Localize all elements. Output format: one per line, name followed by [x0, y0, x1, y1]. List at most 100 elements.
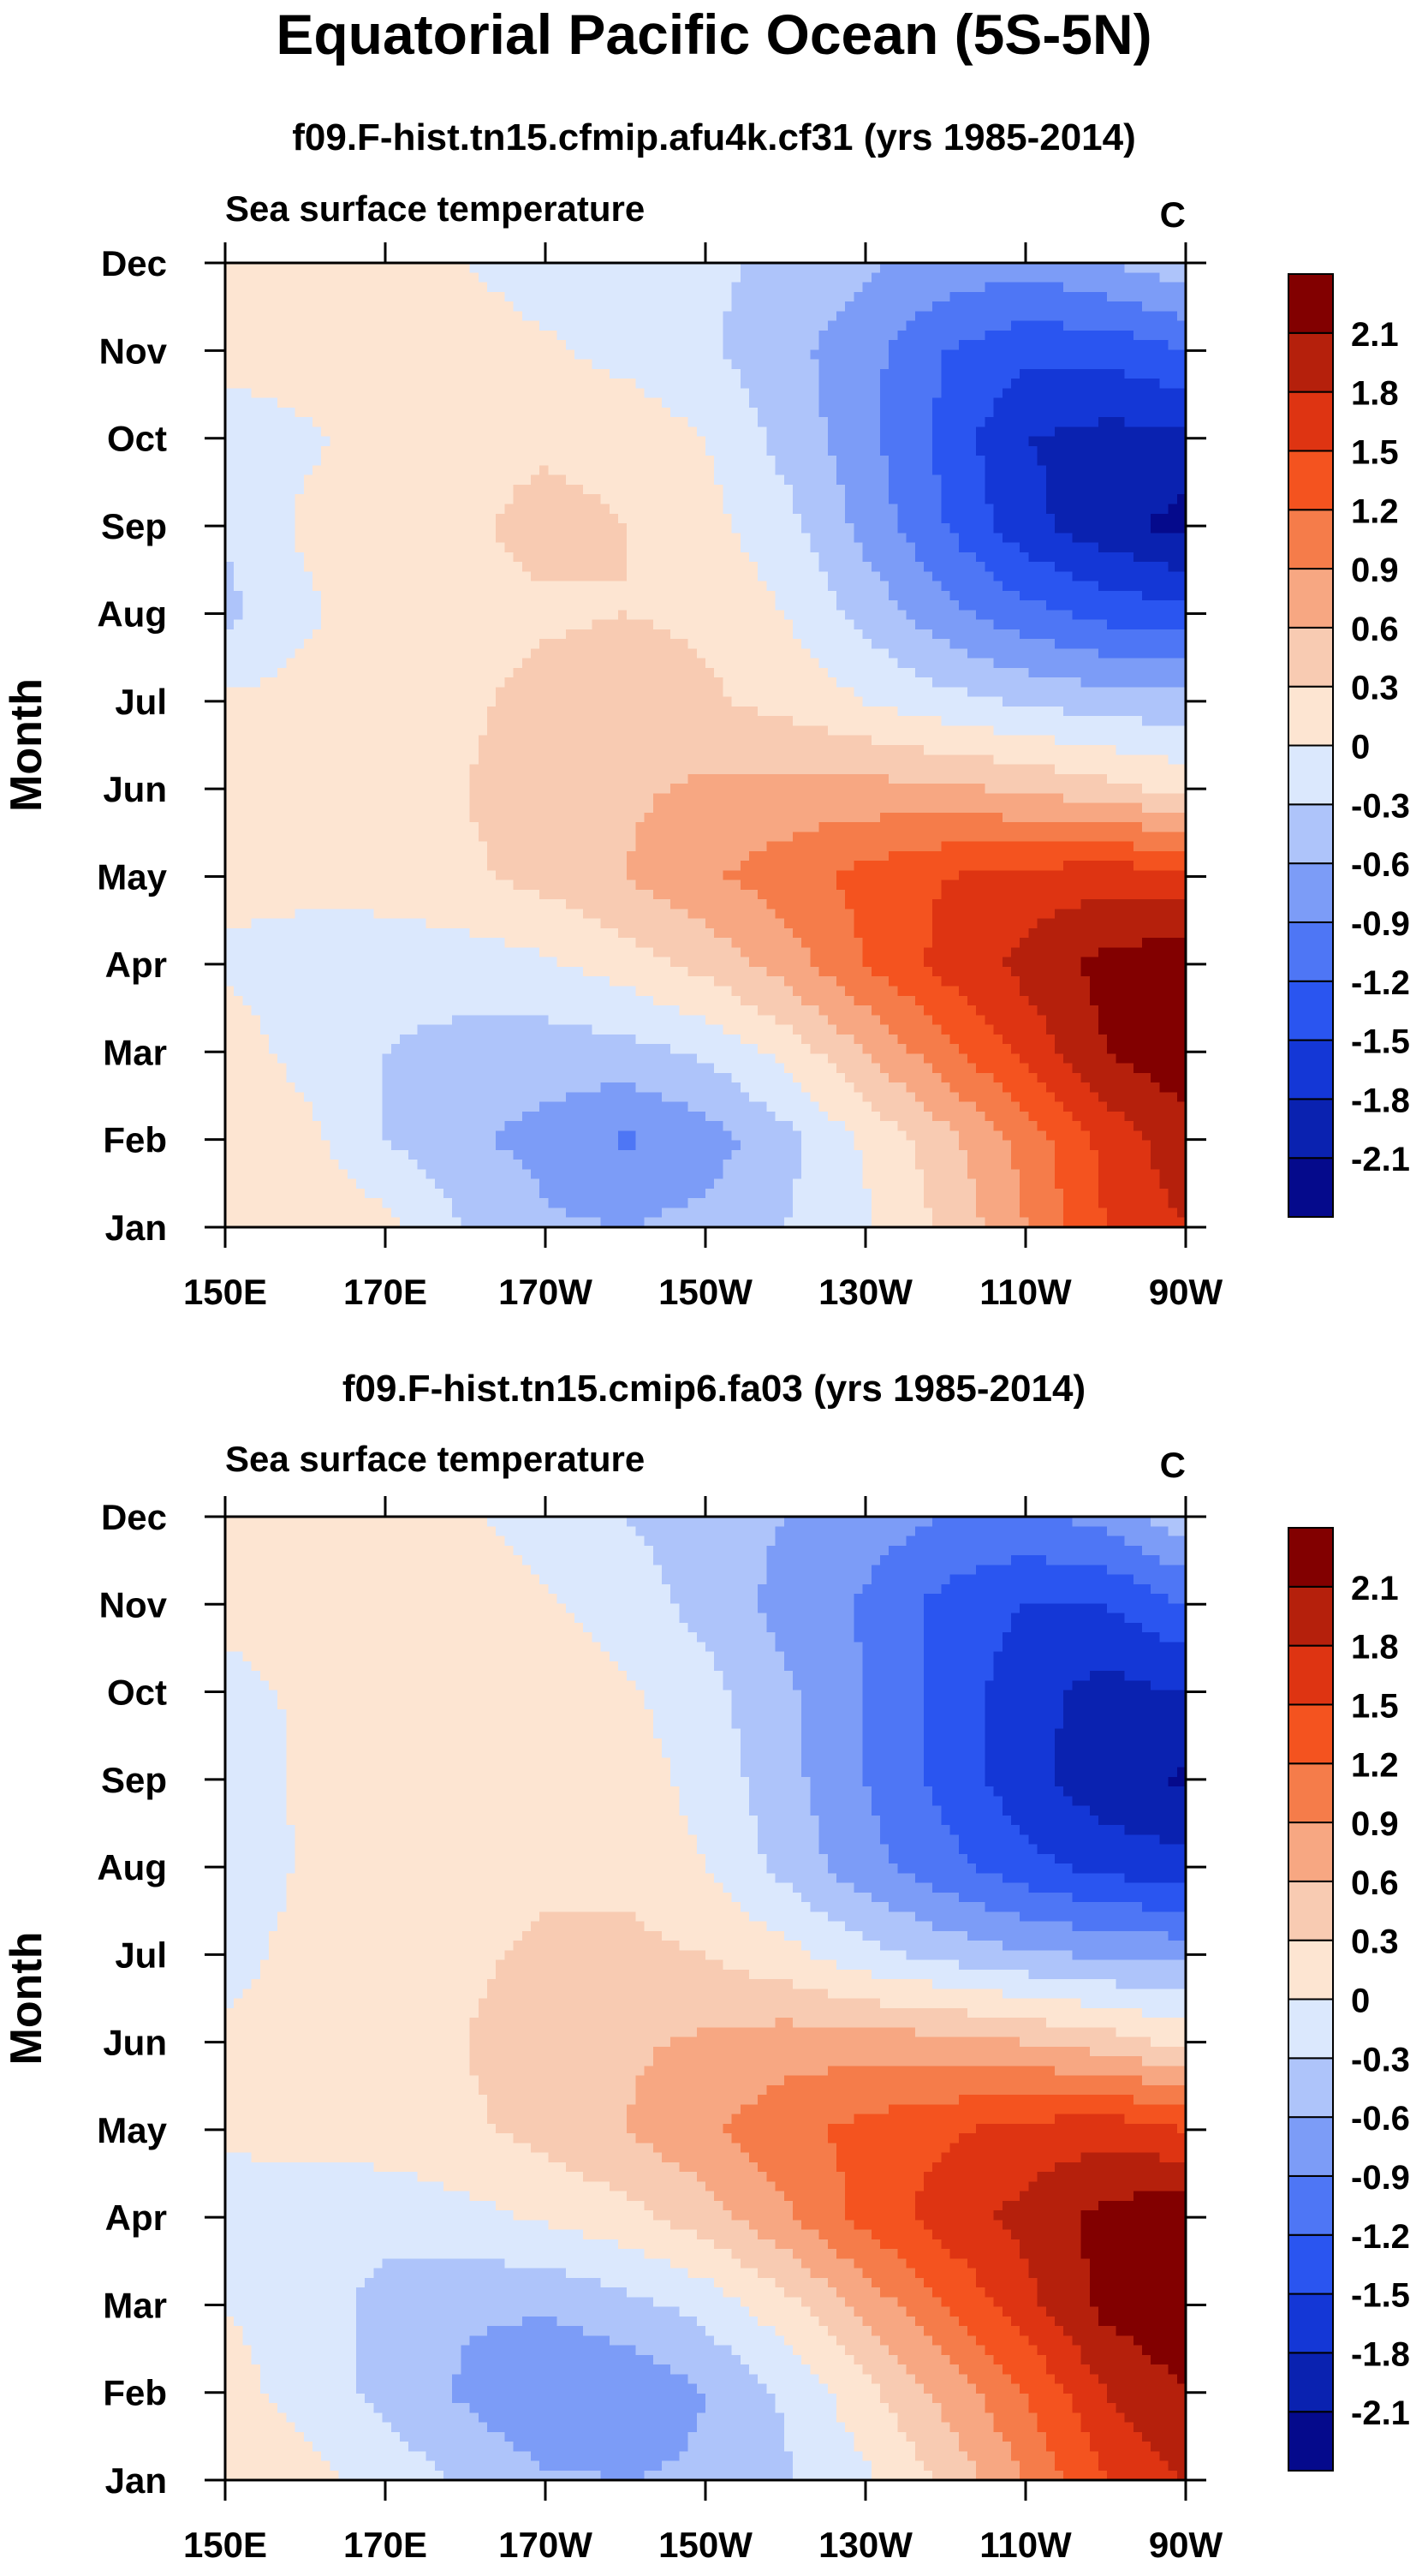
heatmap-cell: [949, 581, 960, 592]
heatmap-cell: [373, 291, 384, 302]
heatmap-cell: [277, 648, 287, 659]
heatmap-cell: [775, 379, 785, 389]
heatmap-cell: [1063, 388, 1073, 399]
heatmap-cell: [889, 562, 898, 572]
heatmap-cell: [897, 320, 907, 331]
heatmap-cell: [259, 513, 270, 524]
heatmap-cell: [696, 349, 706, 361]
heatmap-cell: [225, 445, 235, 456]
heatmap-cell: [365, 272, 374, 283]
heatmap-cell: [670, 291, 680, 302]
heatmap-cell: [600, 562, 610, 572]
heatmap-cell: [731, 523, 741, 534]
heatmap-cell: [801, 639, 811, 649]
heatmap-cell: [434, 263, 444, 273]
heatmap-cell: [1124, 388, 1134, 399]
heatmap-cell: [251, 590, 261, 601]
heatmap-cell: [531, 456, 540, 467]
heatmap-cell: [993, 397, 1003, 408]
heatmap-cell: [627, 629, 636, 640]
heatmap-cell: [862, 291, 872, 302]
heatmap-cell: [1045, 263, 1056, 273]
heatmap-cell: [662, 340, 671, 350]
heatmap-cell: [487, 677, 497, 689]
heatmap-cell: [242, 263, 253, 273]
heatmap-cell: [425, 379, 436, 389]
heatmap-cell: [338, 426, 348, 438]
heatmap-cell: [766, 562, 776, 572]
heatmap-cell: [949, 340, 960, 350]
heatmap-cell: [356, 667, 366, 678]
heatmap-cell: [452, 282, 461, 293]
heatmap-cell: [1011, 619, 1020, 630]
heatmap-cell: [382, 494, 392, 505]
heatmap-cell: [1098, 426, 1108, 438]
heatmap-cell: [618, 571, 628, 582]
heatmap-cell: [827, 658, 837, 669]
heatmap-cell: [862, 426, 872, 438]
heatmap-cell: [592, 552, 602, 563]
heatmap-cell: [740, 658, 750, 669]
heatmap-cell: [1098, 552, 1108, 563]
heatmap-cell: [1124, 484, 1134, 495]
heatmap-cell: [662, 349, 671, 361]
heatmap-cell: [932, 465, 942, 476]
heatmap-cell: [1037, 426, 1047, 438]
heatmap-cell: [1045, 523, 1056, 534]
heatmap-cell: [1133, 272, 1143, 283]
heatmap-cell: [976, 571, 985, 582]
heatmap-cell: [408, 590, 418, 601]
heatmap-cell: [574, 648, 584, 659]
heatmap-cell: [993, 571, 1003, 582]
heatmap-cell: [478, 272, 488, 283]
heatmap-cell: [338, 465, 348, 476]
heatmap-cell: [1098, 600, 1108, 611]
heatmap-cell: [687, 513, 698, 524]
heatmap-cell: [408, 639, 418, 649]
heatmap-cell: [618, 474, 628, 486]
heatmap-cell: [373, 311, 384, 322]
heatmap-cell: [993, 648, 1003, 659]
heatmap-cell: [775, 504, 785, 515]
heatmap-cell: [1028, 426, 1038, 438]
heatmap-cell: [452, 436, 461, 447]
heatmap-cell: [321, 484, 330, 495]
heatmap-cell: [783, 542, 794, 553]
heatmap-cell: [662, 330, 671, 341]
heatmap-cell: [461, 330, 471, 341]
heatmap-cell: [513, 340, 523, 350]
heatmap-cell: [958, 619, 968, 630]
heatmap-cell: [330, 523, 340, 534]
heatmap-cell: [478, 330, 488, 341]
heatmap-cell: [1045, 504, 1056, 515]
heatmap-cell: [906, 494, 916, 505]
heatmap-cell: [845, 368, 854, 379]
heatmap-cell: [1107, 523, 1116, 534]
heatmap-cell: [338, 272, 348, 283]
heatmap-cell: [793, 504, 802, 515]
heatmap-cell: [889, 340, 898, 350]
heatmap-cell: [312, 696, 322, 707]
heatmap-cell: [583, 571, 592, 582]
heatmap-cell: [330, 340, 340, 350]
heatmap-cell: [662, 629, 671, 640]
heatmap-cell: [1168, 648, 1178, 659]
heatmap-cell: [993, 379, 1003, 389]
heatmap-cell: [1124, 436, 1134, 447]
heatmap-cell: [906, 301, 916, 312]
heatmap-cell: [434, 379, 444, 389]
heatmap-cell: [1176, 687, 1187, 698]
heatmap-cell: [705, 648, 715, 659]
heatmap-cell: [513, 648, 523, 659]
heatmap-cell: [461, 456, 471, 467]
heatmap-cell: [600, 484, 610, 495]
heatmap-cell: [269, 658, 278, 669]
heatmap-cell: [452, 533, 461, 544]
heatmap-cell: [775, 639, 785, 649]
heatmap-cell: [1133, 629, 1143, 640]
heatmap-cell: [845, 379, 854, 389]
heatmap-cell: [696, 562, 706, 572]
heatmap-cell: [949, 407, 960, 418]
heatmap-cell: [871, 465, 881, 476]
heatmap-cell: [1045, 465, 1056, 476]
